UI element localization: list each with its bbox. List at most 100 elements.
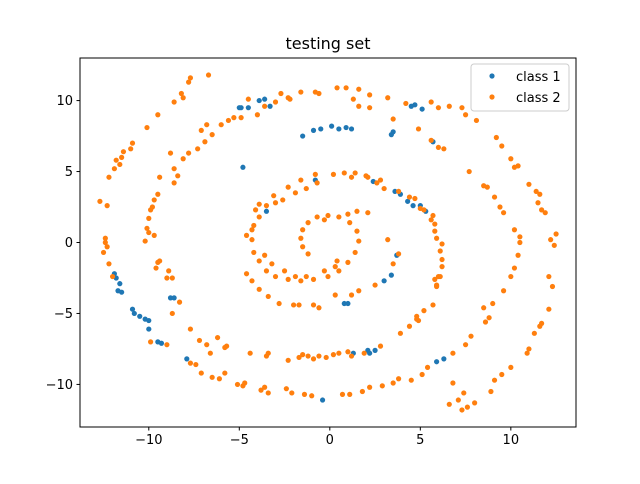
point-class-2-232 [157,258,163,264]
point-class-2-137 [341,170,347,176]
point-class-2-62 [511,265,518,271]
point-class-2-250 [434,282,440,288]
point-class-2-291 [300,244,306,250]
point-class-2-78 [367,105,373,111]
point-class-2-21 [100,249,107,256]
point-class-2-289 [300,227,306,233]
point-class-2-114 [305,353,311,359]
point-class-1-47 [146,317,152,324]
point-class-2-0 [187,75,194,81]
point-class-2-228 [157,174,163,180]
point-class-2-240 [265,350,271,356]
point-class-2-45 [359,388,365,395]
point-class-1-36 [441,356,447,362]
y-tick-label: −5 [54,307,73,322]
point-class-1-51 [167,295,174,301]
point-class-2-249 [430,302,436,308]
point-class-1-22 [405,198,411,204]
point-class-2-177 [455,397,461,403]
point-class-2-187 [526,346,532,352]
point-class-2-71 [481,183,487,189]
point-class-2-76 [415,126,422,132]
point-class-1-37 [319,397,326,403]
point-class-2-292 [305,251,311,257]
point-class-2-231 [151,232,157,238]
point-class-2-175 [450,380,456,386]
point-class-1-34 [367,350,373,356]
point-class-2-198 [539,207,545,213]
point-class-2-242 [310,356,317,362]
data-points [97,72,559,413]
point-class-2-25 [164,342,170,348]
point-class-2-223 [231,115,237,121]
point-class-2-126 [439,264,445,270]
point-class-2-171 [310,302,317,308]
point-class-2-130 [430,212,436,219]
point-class-2-182 [488,388,494,395]
point-class-2-69 [491,194,498,200]
point-class-2-260 [363,173,369,179]
point-class-2-102 [146,229,152,236]
point-class-2-101 [144,225,150,231]
point-class-2-13 [117,161,123,168]
point-class-2-4 [180,95,186,101]
point-class-2-160 [385,237,391,243]
point-class-2-81 [334,85,340,91]
point-class-2-165 [243,271,250,277]
point-class-2-158 [390,261,396,267]
point-class-2-288 [305,220,311,226]
point-class-2-278 [325,273,331,280]
point-class-2-30 [209,374,215,380]
point-class-2-173 [291,302,297,308]
point-class-2-14 [111,166,117,172]
point-class-2-91 [209,132,215,138]
point-class-2-94 [180,156,186,162]
point-class-2-155 [348,292,355,298]
point-class-2-217 [356,86,362,92]
point-class-2-215 [385,95,391,101]
point-class-2-28 [193,361,199,368]
point-class-2-3 [178,90,184,97]
point-class-2-176 [461,390,467,396]
point-class-2-192 [549,283,556,290]
point-class-2-36 [258,387,264,393]
point-class-2-225 [198,127,204,133]
y-tick-label: 10 [56,94,73,109]
point-class-2-154 [334,258,340,264]
point-class-2-54 [462,342,469,348]
point-class-2-40 [289,390,295,396]
point-class-2-180 [459,407,465,413]
x-tick-label: 10 [503,433,520,448]
point-class-2-216 [367,92,373,98]
point-class-2-184 [499,371,505,378]
point-class-2-280 [345,259,351,265]
point-class-2-136 [348,174,355,180]
point-class-2-79 [356,103,362,109]
point-class-2-194 [551,242,557,248]
point-class-2-117 [330,352,337,358]
x-tick-label: −10 [135,433,162,448]
x-axis: −10 −5 0 5 10 [135,427,519,448]
point-class-1-9 [343,124,349,131]
point-class-2-16 [97,198,103,204]
point-class-2-272 [256,258,262,264]
point-class-2-200 [537,191,543,197]
point-class-2-168 [265,293,271,300]
point-class-2-161 [365,210,371,216]
point-class-1-42 [119,289,125,295]
point-class-2-196 [553,231,559,237]
point-class-2-57 [486,315,492,321]
point-class-2-206 [499,143,505,149]
point-class-2-284 [347,220,353,226]
point-class-2-202 [526,181,532,187]
point-class-2-169 [276,300,282,307]
point-class-1-4 [300,133,306,139]
point-class-2-246 [397,330,404,336]
point-class-2-77 [390,116,396,122]
point-class-2-115 [316,353,322,359]
point-class-2-144 [252,207,259,213]
point-class-1-45 [137,313,143,319]
point-class-2-134 [377,177,384,183]
point-class-2-99 [151,197,157,203]
